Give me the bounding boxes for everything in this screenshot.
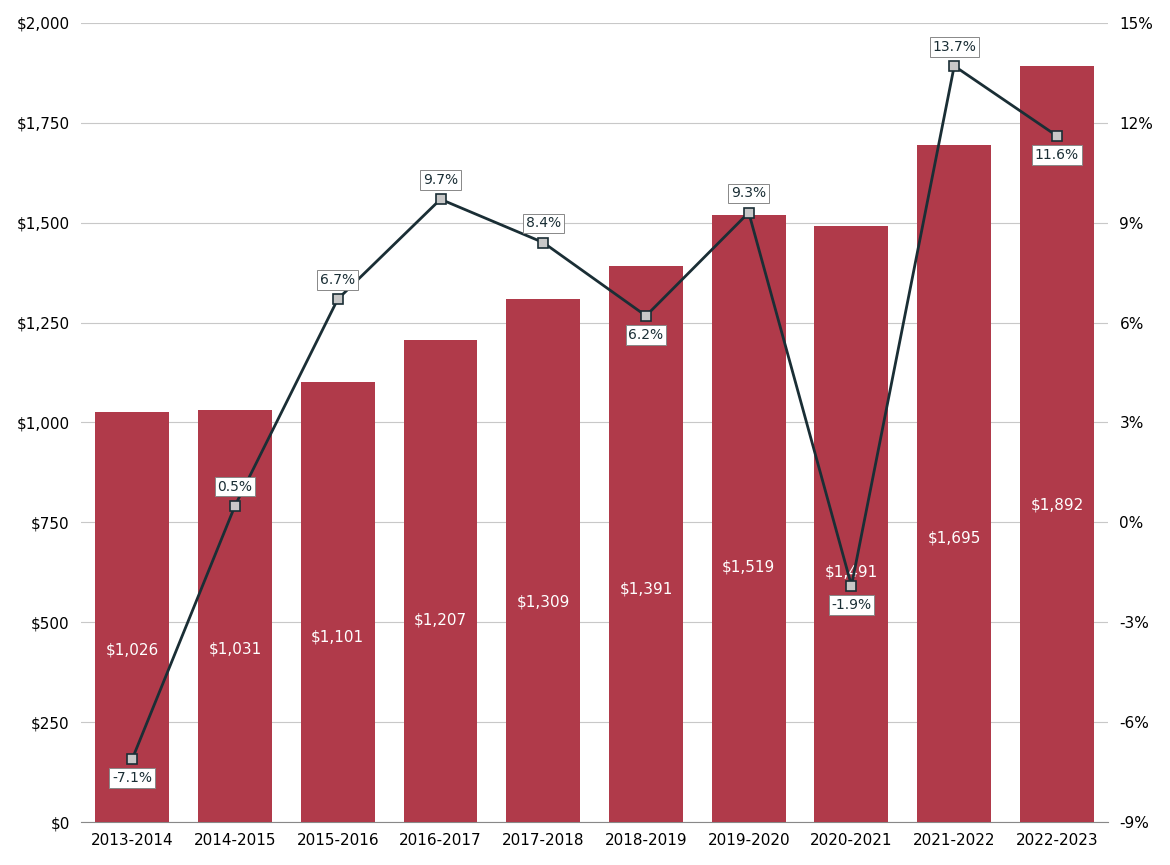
Bar: [711, 215, 786, 823]
Text: $1,031: $1,031: [208, 642, 262, 657]
Text: $1,695: $1,695: [928, 530, 980, 545]
Text: -7.1%: -7.1%: [112, 771, 152, 785]
Text: $1,309: $1,309: [517, 595, 570, 610]
Text: $1,207: $1,207: [414, 612, 467, 627]
Text: 0.5%: 0.5%: [218, 479, 253, 494]
Bar: [507, 299, 580, 823]
Text: $1,101: $1,101: [311, 630, 364, 644]
Text: 8.4%: 8.4%: [525, 216, 560, 230]
Bar: [814, 226, 888, 823]
Bar: [95, 412, 170, 823]
Text: $1,391: $1,391: [619, 581, 673, 596]
Bar: [917, 144, 991, 823]
Text: 9.3%: 9.3%: [731, 186, 766, 201]
Bar: [198, 410, 271, 823]
Text: 6.7%: 6.7%: [321, 273, 356, 287]
Text: 9.7%: 9.7%: [422, 173, 459, 187]
Text: 11.6%: 11.6%: [1035, 148, 1079, 162]
Text: $1,026: $1,026: [105, 643, 159, 657]
Bar: [404, 340, 477, 823]
Text: 13.7%: 13.7%: [932, 40, 976, 54]
Bar: [1020, 66, 1094, 823]
Text: 6.2%: 6.2%: [628, 328, 663, 342]
Text: $1,519: $1,519: [722, 560, 776, 574]
Bar: [610, 266, 683, 823]
Text: $1,892: $1,892: [1031, 497, 1083, 512]
Text: -1.9%: -1.9%: [832, 598, 872, 612]
Text: $1,491: $1,491: [825, 564, 879, 580]
Bar: [301, 382, 374, 823]
